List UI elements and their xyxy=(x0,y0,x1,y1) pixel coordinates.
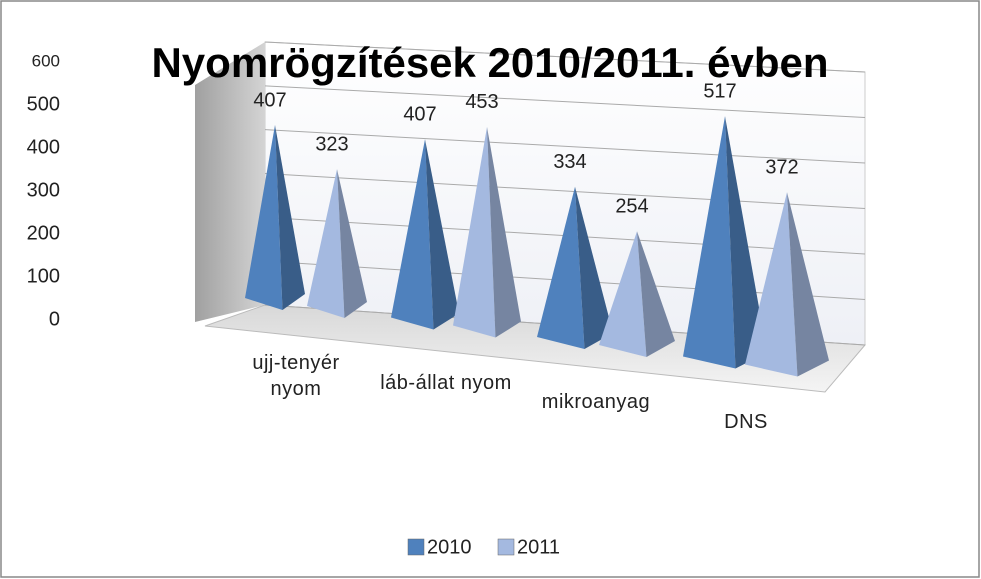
y-tick-label: 500 xyxy=(27,93,60,115)
pyramid-face-left xyxy=(599,231,647,358)
pyramid xyxy=(745,192,829,377)
pyramid-face-right xyxy=(487,126,521,338)
pyramid-face-left xyxy=(683,116,736,369)
pyramid xyxy=(537,186,613,349)
data-label: 323 xyxy=(315,133,348,155)
y-tick-label: 400 xyxy=(27,136,60,158)
pyramid-face-left xyxy=(307,169,345,319)
pyramid xyxy=(599,231,675,358)
pyramid-face-right xyxy=(725,116,767,369)
chart-title: Nyomrögzítések 2010/2011. évben xyxy=(151,39,828,86)
grid-line xyxy=(264,173,866,209)
data-label: 517 xyxy=(703,80,736,102)
pyramid-face-right xyxy=(637,231,675,358)
legend-swatch xyxy=(497,538,515,556)
grid-line xyxy=(264,41,866,73)
data-label: 453 xyxy=(465,91,498,113)
y-tick-label: 200 xyxy=(27,222,60,244)
pyramid-face-right xyxy=(575,186,613,349)
pyramid-face-left xyxy=(537,186,585,349)
x-tick-label: mikroanyag xyxy=(541,391,651,414)
y-tick-label: 0 xyxy=(49,308,60,330)
legend-label: 2011 xyxy=(517,536,560,558)
x-tick-label: láb-állat nyom xyxy=(380,371,512,394)
pyramid-face-left xyxy=(745,192,798,377)
x-tick-label: DNS xyxy=(724,410,768,433)
pyramid-face-right xyxy=(787,192,829,377)
legend-swatch xyxy=(407,538,425,556)
grid-line xyxy=(264,85,866,118)
y-tick-label: 300 xyxy=(27,179,60,201)
y-tick-label: 600 xyxy=(32,51,60,70)
data-label: 334 xyxy=(553,151,586,173)
side-wall xyxy=(195,42,265,322)
pyramid-face-left xyxy=(245,124,283,311)
pyramid xyxy=(683,116,767,369)
pyramid-face-right xyxy=(425,139,459,330)
pyramid-face-left xyxy=(453,126,496,338)
y-tick-label: 100 xyxy=(27,265,60,287)
pyramid-face-right xyxy=(275,124,305,311)
pyramid xyxy=(245,124,305,311)
pyramid-face-right xyxy=(337,169,367,319)
pyramid xyxy=(391,139,459,330)
data-label: 407 xyxy=(253,89,286,111)
pyramid xyxy=(453,126,521,338)
legend-label: 2010 xyxy=(427,536,472,558)
grid-line xyxy=(264,129,866,164)
pyramid-face-left xyxy=(391,139,434,330)
data-label: 372 xyxy=(765,156,798,178)
pyramid xyxy=(307,169,367,319)
data-label: 407 xyxy=(403,104,436,126)
x-tick-label: ujj-tenyér nyom xyxy=(252,352,340,401)
data-label: 254 xyxy=(615,196,648,218)
